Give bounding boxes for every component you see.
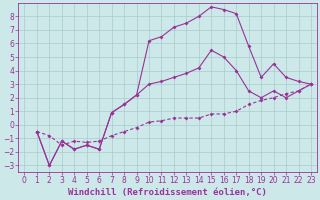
X-axis label: Windchill (Refroidissement éolien,°C): Windchill (Refroidissement éolien,°C) bbox=[68, 188, 267, 197]
